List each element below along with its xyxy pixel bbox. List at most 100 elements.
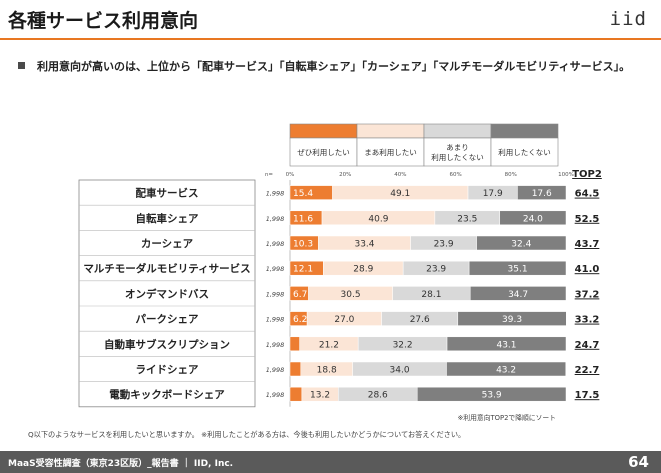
bullet-square-icon: [18, 62, 25, 69]
n-value: 1,998: [266, 215, 285, 223]
legend-label: まあ利用したい: [364, 147, 417, 157]
bar-segment: [446, 361, 566, 377]
page-title: 各種サービス利用意向: [8, 10, 199, 32]
category-label: オンデマンドバス: [125, 287, 209, 300]
axis-tick-label: 100%: [558, 172, 574, 178]
data-label: 21.2: [319, 340, 339, 350]
bar-segment: [499, 210, 567, 226]
data-label: 24.0: [523, 214, 543, 224]
title-underline: [0, 38, 661, 40]
data-label: 53.9: [482, 391, 502, 401]
top2-value: 24.7: [575, 340, 600, 351]
footer-text: MaaS受容性調査（東京23区版）_報告書 ｜ IID, Inc.: [8, 459, 234, 469]
top2-value: 43.7: [575, 239, 600, 250]
bar-segment: [469, 286, 567, 301]
bar-segment: [446, 336, 567, 352]
legend-label-box: [289, 137, 358, 167]
top2-value: 33.2: [575, 315, 600, 326]
bar-segment: [457, 311, 567, 326]
legend-label: 利用したくない: [431, 152, 484, 162]
data-label: 12.1: [293, 265, 313, 275]
axis-tick-label: 80%: [505, 172, 517, 178]
data-label: 11.6: [293, 214, 313, 224]
n-value: 1,998: [266, 290, 285, 298]
bar-segment: [289, 336, 300, 352]
data-label: 6.7: [293, 290, 307, 300]
data-label: 43.2: [496, 366, 516, 376]
axis-tick-label: 20%: [339, 172, 351, 178]
data-label: 39.3: [502, 315, 522, 325]
company-logo: iid: [609, 8, 647, 30]
data-label: 27.0: [334, 315, 354, 325]
data-label: 18.8: [317, 366, 337, 376]
bar-segment: [289, 361, 302, 377]
data-label: 32.4: [511, 240, 531, 250]
data-label: 17.6: [532, 189, 552, 199]
legend-label: あまり: [446, 143, 469, 152]
top2-value: 52.5: [575, 214, 600, 225]
top2-header: TOP2: [572, 169, 602, 180]
data-label: 49.1: [390, 189, 410, 199]
bar-segment: [517, 185, 567, 200]
legend-swatch: [356, 123, 425, 139]
data-label: 23.9: [426, 265, 446, 275]
n-value: 1,998: [266, 391, 285, 399]
bar-segment: [416, 386, 567, 402]
data-label: 28.1: [421, 290, 441, 300]
top2-value: 64.5: [575, 189, 600, 200]
n-value: 1,998: [266, 265, 285, 273]
data-label: 43.1: [496, 340, 516, 350]
bar-segment: [289, 386, 303, 402]
data-label: 23.9: [434, 240, 454, 250]
top2-value: 37.2: [575, 289, 600, 300]
row-label-frame: [78, 179, 256, 408]
n-header-label: n=: [265, 172, 273, 178]
data-label: 34.0: [390, 366, 410, 376]
data-label: 10.3: [293, 240, 313, 250]
data-label: 27.6: [410, 315, 430, 325]
category-label: 自動車サブスクリプション: [104, 338, 230, 351]
legend-label-box: [490, 137, 559, 167]
n-value: 1,998: [266, 240, 285, 248]
top2-value: 22.7: [575, 365, 600, 376]
axis-tick-label: 40%: [394, 172, 406, 178]
legend-label: 利用したくない: [498, 147, 551, 157]
data-label: 17.9: [483, 189, 503, 199]
page-number: 64: [628, 453, 649, 471]
category-label: 電動キックボードシェア: [109, 388, 225, 401]
legend-swatch: [423, 123, 492, 139]
category-label: ライドシェア: [136, 364, 199, 376]
bar-segment: [476, 235, 567, 251]
data-label: 23.5: [457, 214, 477, 224]
legend-label: ぜひ利用したい: [297, 147, 350, 157]
top2-value: 41.0: [575, 264, 600, 275]
data-label: 6.2: [293, 315, 307, 325]
question-footnote: Q以下のようなサービスを利用したいと思いますか。 ※利用したことがある方は、今後…: [28, 430, 466, 439]
n-value: 1,998: [266, 366, 285, 374]
data-label: 40.9: [368, 214, 388, 224]
data-label: 33.4: [354, 240, 374, 250]
data-label: 28.9: [353, 265, 373, 275]
footer-bar: MaaS受容性調査（東京23区版）_報告書 ｜ IID, Inc. 64: [0, 451, 661, 473]
n-value: 1,998: [266, 190, 285, 198]
data-label: 28.6: [368, 391, 388, 401]
bar-segment: [468, 260, 567, 276]
n-value: 1,998: [266, 316, 285, 324]
legend-swatch: [490, 123, 559, 139]
category-label: パークシェア: [136, 314, 199, 326]
axis-tick-label: 60%: [449, 172, 461, 178]
n-value: 1,998: [266, 341, 285, 349]
summary-text: 利用意向が高いのは、上位から「配車サービス」「自転車シェア」「カーシェア」「マル…: [37, 60, 631, 73]
data-label: 35.1: [508, 265, 528, 275]
legend-swatch: [289, 123, 358, 139]
data-label: 15.4: [293, 189, 313, 199]
data-label: 34.7: [508, 290, 528, 300]
sort-note: ※利用意向TOP2で降順にソート: [458, 413, 556, 422]
data-label: 13.2: [310, 391, 330, 401]
data-label: 32.2: [393, 340, 413, 350]
category-label: 配車サービス: [136, 187, 199, 200]
data-label: 30.5: [341, 290, 361, 300]
category-label: カーシェア: [141, 238, 194, 250]
category-label: 自転車シェア: [136, 212, 199, 225]
